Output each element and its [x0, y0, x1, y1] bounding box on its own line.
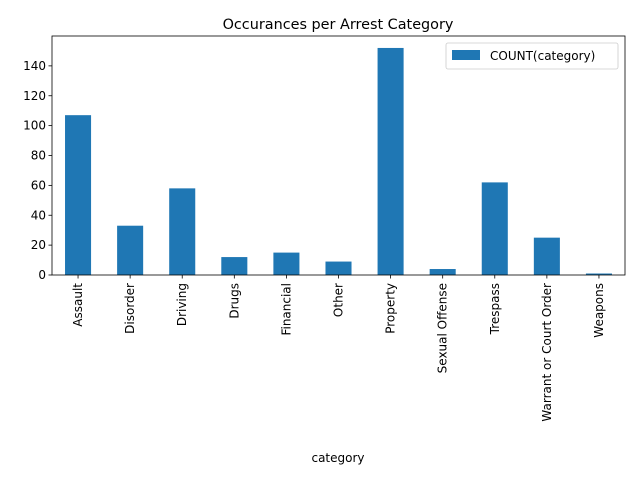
- y-tick-label: 0: [38, 268, 46, 282]
- bars-group: [65, 47, 612, 276]
- legend-box: [445, 42, 619, 70]
- x-tick-label: Trespass: [488, 283, 502, 335]
- x-tick-label: Driving: [175, 283, 189, 326]
- bar: [325, 261, 352, 275]
- bar: [169, 188, 196, 275]
- plot-frame: [51, 35, 626, 276]
- y-axis: 0 20 40 60 80 100 120 140: [23, 59, 52, 282]
- y-tick-label: 140: [23, 59, 46, 73]
- bar: [481, 182, 508, 275]
- x-axis-label: category: [311, 451, 364, 465]
- bar: [585, 273, 612, 275]
- x-tick-label: Disorder: [123, 283, 137, 334]
- x-tick-label: Assault: [71, 283, 85, 327]
- y-tick-label: 60: [31, 178, 46, 192]
- legend-label: COUNT(category): [490, 49, 595, 63]
- x-tick-label: Sexual Offense: [436, 283, 450, 373]
- chart-title: Occurances per Arrest Category: [223, 17, 454, 33]
- y-tick-label: 40: [31, 208, 46, 222]
- bar: [377, 47, 404, 276]
- bar: [117, 225, 144, 275]
- bar: [273, 252, 300, 275]
- x-tick-label: Warrant or Court Order: [540, 283, 554, 422]
- legend: COUNT(category): [445, 42, 619, 70]
- y-tick-label: 100: [23, 119, 46, 133]
- y-tick-label: 120: [23, 89, 46, 103]
- x-tick-label: Financial: [279, 283, 293, 336]
- x-tick-label: Other: [332, 283, 346, 317]
- bar: [221, 257, 248, 275]
- legend-swatch: [452, 50, 480, 60]
- y-tick-label: 20: [31, 238, 46, 252]
- x-axis: Assault Disorder Driving Drugs Financial Othe…: [71, 275, 606, 422]
- bar: [65, 115, 92, 275]
- x-tick-label: Property: [384, 283, 398, 334]
- bar: [533, 237, 560, 275]
- y-tick-label: 80: [31, 149, 46, 163]
- x-tick-label: Weapons: [592, 283, 606, 338]
- bar: [429, 269, 456, 275]
- x-tick-label: Drugs: [227, 283, 241, 319]
